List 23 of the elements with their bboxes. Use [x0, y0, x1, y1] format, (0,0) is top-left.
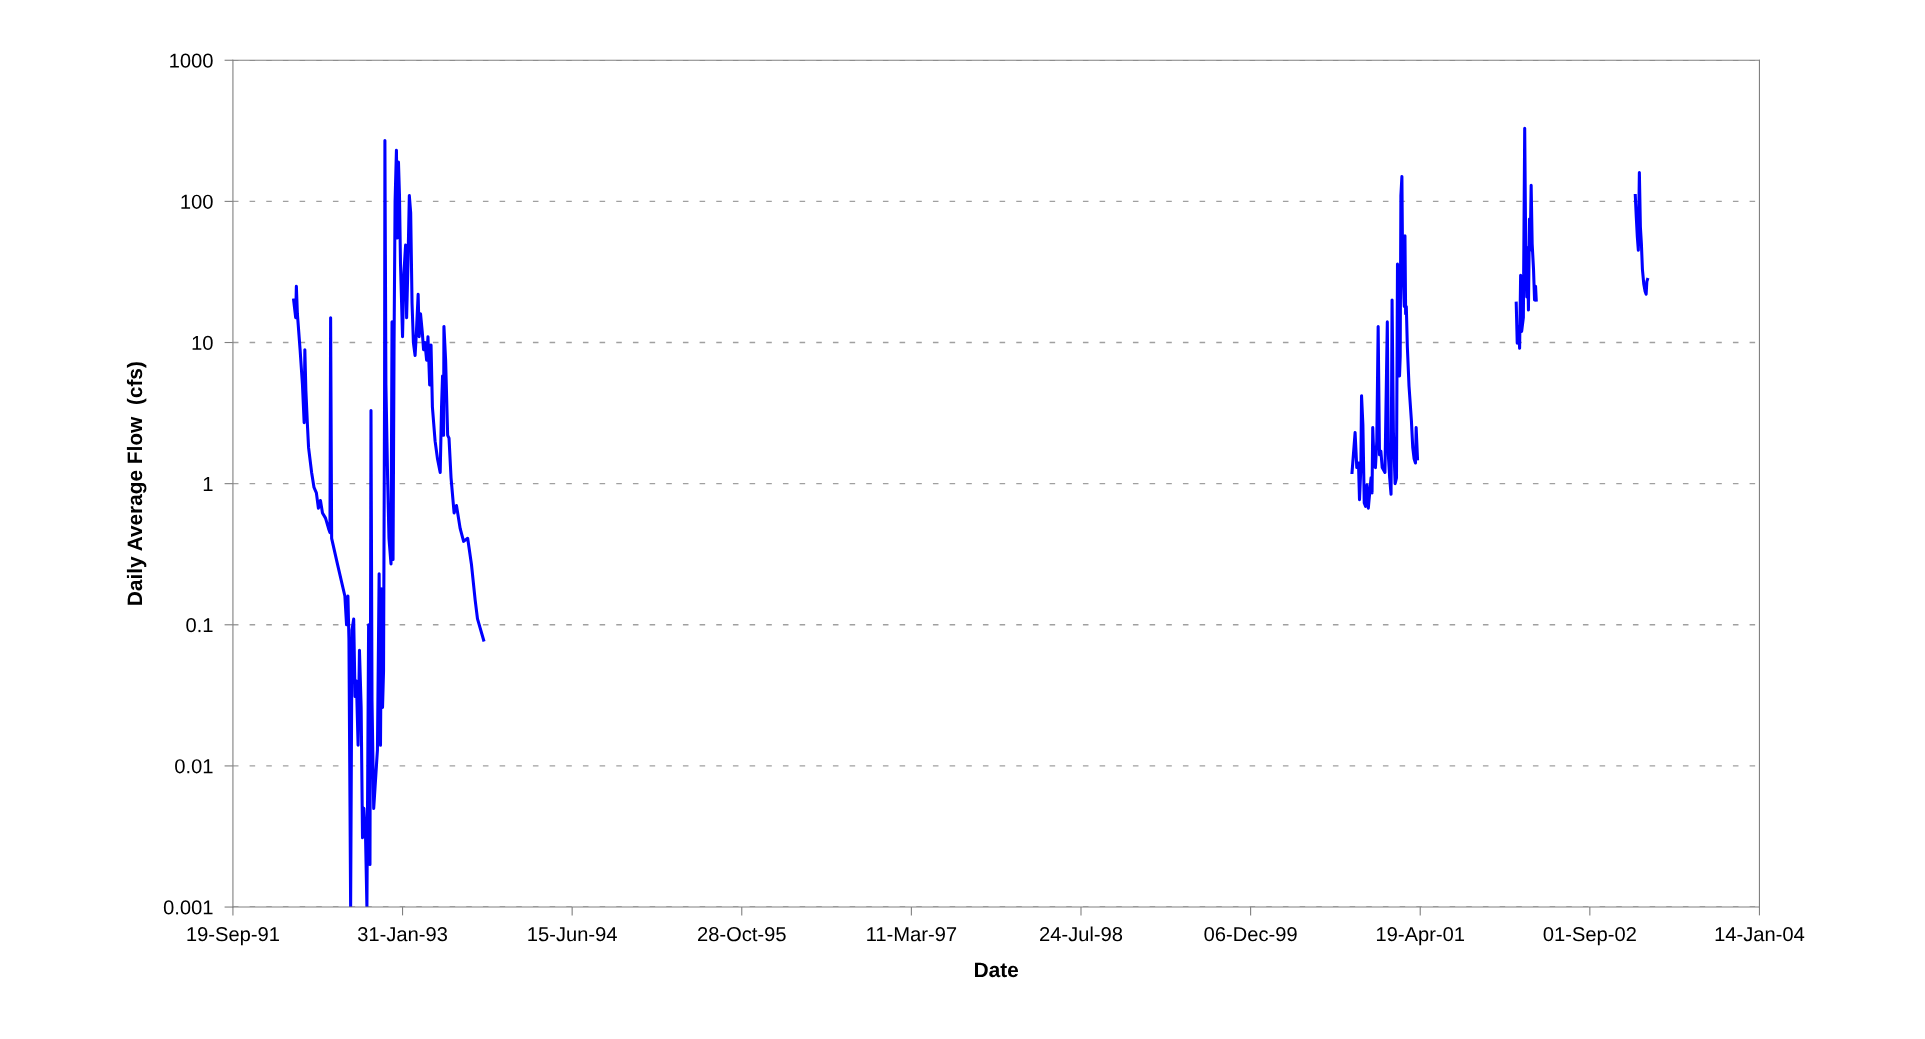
y-tick-label: 0.1: [186, 618, 213, 633]
y-tick-label: 0.01: [175, 759, 213, 774]
x-tick-label: 01-Sep-02: [1543, 927, 1636, 946]
y-tick-label: 1000: [170, 53, 213, 68]
line-series: [1514, 126, 1538, 350]
x-tick-label: 24-Jul-98: [1040, 926, 1123, 942]
x-tick-label: 06-Dec-99: [1204, 927, 1297, 942]
x-axis-title: Date: [975, 962, 1019, 978]
x-tick-label: 19-Apr-01: [1376, 927, 1465, 946]
line-series: [292, 138, 486, 908]
x-tick-label: 15-Jun-94: [528, 927, 617, 942]
x-tick-label: 28-Oct-95: [698, 927, 786, 942]
line-series: [1633, 171, 1650, 296]
y-tick-label: 1: [203, 477, 213, 491]
x-tick-label: 19-Sep-91: [187, 927, 279, 946]
y-tick-label: 0.001: [163, 900, 213, 915]
x-tick-label: 31-Jan-93: [357, 927, 447, 942]
y-axis-title: Daily Average Flow (cfs): [126, 362, 147, 605]
x-tick-label: 14-Jan-04: [1715, 927, 1805, 942]
y-tick-label: 10: [192, 335, 213, 351]
line-series: [1350, 175, 1420, 510]
y-tick-label: 100: [181, 194, 213, 209]
x-tick-label: 11-Mar-97: [867, 927, 957, 942]
